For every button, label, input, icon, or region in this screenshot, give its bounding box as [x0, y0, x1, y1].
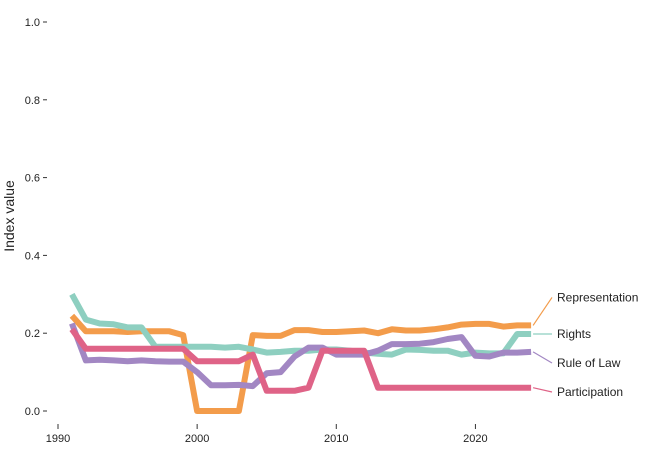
x-tick-label: 2020 [463, 433, 487, 445]
legend-label-rights: Rights [557, 327, 591, 341]
x-tick-label: 1990 [46, 433, 70, 445]
x-tick-label: 2010 [324, 433, 348, 445]
x-axis: 1990 2000 2010 2020 [46, 424, 488, 445]
y-tick-label: 0.8 [25, 95, 40, 107]
legend-label-representation: Representation [557, 290, 638, 304]
series-line-rule-of-law [69, 322, 532, 390]
series-line-representation [69, 313, 532, 414]
legend-label-participation: Participation [557, 385, 623, 399]
y-tick-label: 0.0 [25, 406, 40, 418]
x-tick-label: 2000 [185, 433, 209, 445]
legend-label-rule-of-law: Rule of Law [557, 356, 621, 370]
legend-leader-rule-of-law [532, 351, 553, 364]
legend-leader-participation [532, 387, 553, 393]
series-lines [69, 292, 532, 414]
series-line-participation [69, 327, 532, 394]
y-tick-label: 0.6 [25, 173, 40, 185]
y-tick-label: 0.4 [25, 250, 40, 262]
y-axis-title: Index value [1, 180, 17, 252]
legend-leader-representation [532, 297, 553, 326]
y-axis: 0.0 0.2 0.4 0.6 0.8 1.0 [25, 17, 47, 418]
legend-labels: Representation Rights Rule of Law Participa… [532, 290, 638, 399]
y-tick-label: 1.0 [25, 17, 40, 29]
y-tick-label: 0.2 [25, 328, 40, 340]
